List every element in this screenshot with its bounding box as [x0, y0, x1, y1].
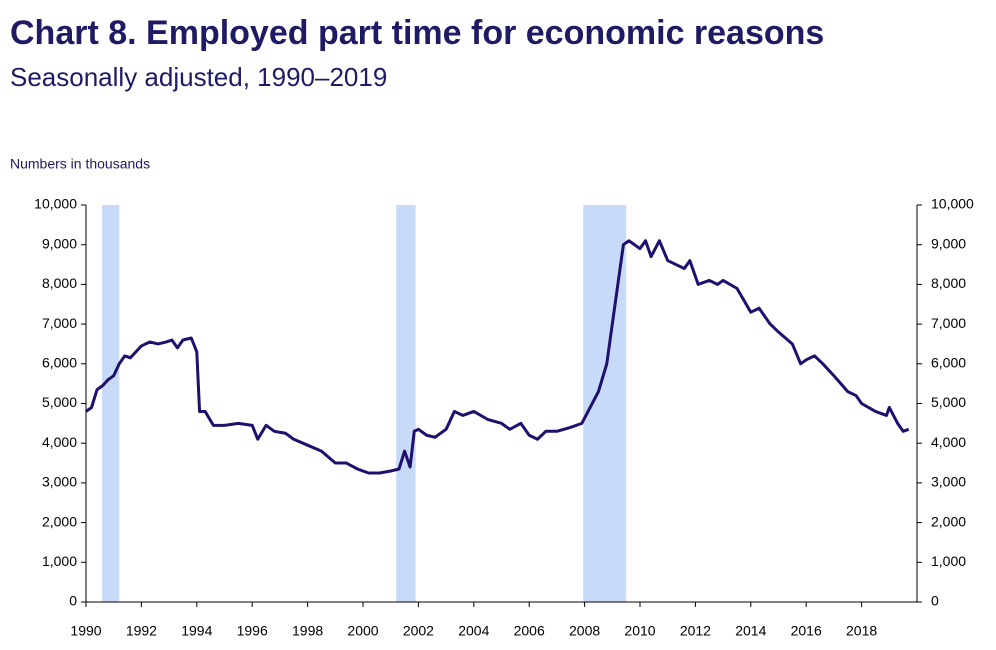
x-tick-label: 2018 — [846, 623, 877, 639]
x-tick-label: 2016 — [791, 623, 822, 639]
y2-tick-label: 8,000 — [931, 275, 966, 291]
data-line — [85, 239, 910, 475]
x-tick-label: 2014 — [735, 623, 766, 639]
chart-subtitle: Seasonally adjusted, 1990–2019 — [10, 62, 387, 92]
x-tick-label: 2008 — [569, 623, 600, 639]
y-tick-label: 3,000 — [42, 474, 77, 490]
x-tick-label: 1998 — [292, 623, 323, 639]
x-tick-label: 2010 — [624, 623, 655, 639]
y2-tick-label: 7,000 — [931, 315, 966, 331]
x-tick-label: 2000 — [347, 623, 378, 639]
chart-title: Chart 8. Employed part time for economic… — [10, 14, 824, 52]
x-tick-label: 1990 — [70, 623, 101, 639]
y-axis-label: Numbers in thousands — [10, 156, 150, 172]
x-tick-label: 1994 — [181, 623, 212, 639]
y-tick-label: 4,000 — [42, 434, 77, 450]
recession-band — [396, 205, 416, 602]
y2-tick-label: 2,000 — [931, 513, 966, 529]
y2-tick-label: 10,000 — [931, 196, 974, 212]
y-tick-label: 7,000 — [42, 315, 77, 331]
x-tick-label: 2002 — [403, 623, 434, 639]
x-tick-label: 1996 — [237, 623, 268, 639]
x-tick-label: 1992 — [126, 623, 157, 639]
y-tick-label: 1,000 — [42, 553, 77, 569]
y2-tick-label: 3,000 — [931, 474, 966, 490]
y2-tick-label: 5,000 — [931, 394, 966, 410]
y-tick-label: 6,000 — [42, 355, 77, 371]
x-tick-label: 2012 — [680, 623, 711, 639]
y-tick-label: 5,000 — [42, 394, 77, 410]
y-tick-label: 8,000 — [42, 275, 77, 291]
y-tick-label: 9,000 — [42, 235, 77, 251]
y2-tick-label: 1,000 — [931, 553, 966, 569]
y2-tick-label: 0 — [931, 593, 939, 609]
x-tick-label: 2004 — [458, 623, 489, 639]
x-tick-label: 2006 — [514, 623, 545, 639]
y-tick-label: 10,000 — [34, 196, 77, 212]
y2-tick-label: 9,000 — [931, 235, 966, 251]
recession-band — [102, 205, 120, 602]
y-tick-label: 0 — [69, 593, 77, 609]
y2-tick-label: 6,000 — [931, 355, 966, 371]
y2-tick-label: 4,000 — [931, 434, 966, 450]
y-tick-label: 2,000 — [42, 513, 77, 529]
